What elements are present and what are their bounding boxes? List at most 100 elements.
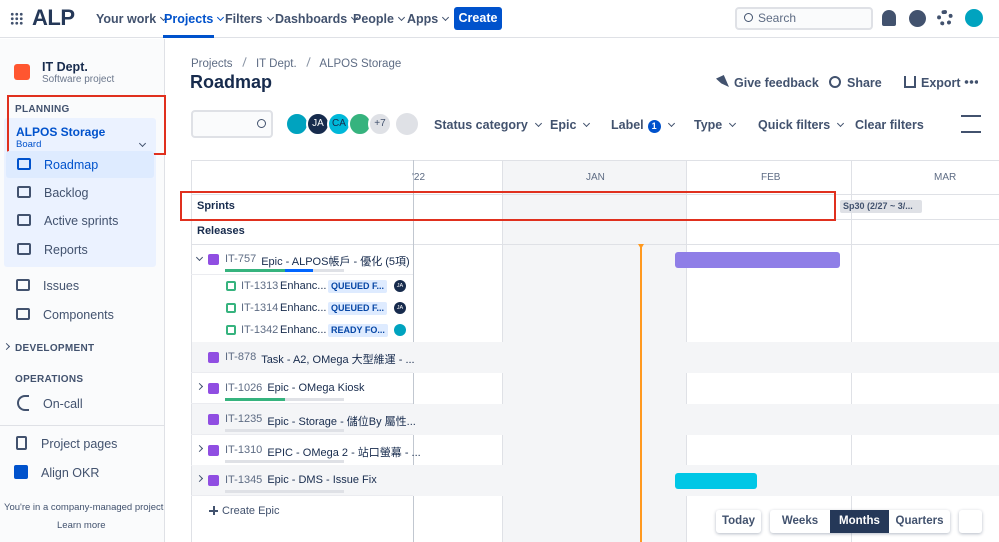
issue-summary[interactable]: Epic - OMega Kiosk <box>267 382 365 394</box>
project-name[interactable]: IT Dept. <box>42 60 88 74</box>
section-heading[interactable]: DEVELOPMENT <box>15 343 95 354</box>
sidebar-item[interactable]: Backlog <box>44 186 89 200</box>
section-heading: OPERATIONS <box>15 374 84 385</box>
clear-filters[interactable]: Clear filters <box>855 118 924 132</box>
sprints-icon <box>17 214 31 226</box>
nav-item[interactable]: Projects <box>164 12 225 26</box>
today-line <box>640 244 642 542</box>
row-divider <box>191 403 413 404</box>
row-chevron[interactable] <box>195 444 204 453</box>
epic-bar[interactable] <box>675 473 757 489</box>
separator <box>242 57 247 67</box>
breadcrumb[interactable]: Projects <box>191 58 233 70</box>
oncall-icon <box>17 395 29 411</box>
issue-key[interactable]: IT-1235 <box>225 413 263 425</box>
project-icon <box>14 64 30 80</box>
issue-key[interactable]: IT-757 <box>225 253 257 265</box>
assignee-avatar[interactable]: JA <box>394 280 406 292</box>
nav-item[interactable]: People <box>353 12 406 26</box>
nav-item[interactable]: Apps <box>407 12 450 26</box>
issue-summary[interactable]: Enhanc... <box>280 302 327 314</box>
grid-border <box>191 160 192 542</box>
logo[interactable]: ALP <box>32 5 75 30</box>
issue-key[interactable]: IT-1314 <box>241 302 279 314</box>
row-chevron[interactable] <box>195 253 204 262</box>
search-box[interactable]: Search <box>735 7 873 30</box>
month-label: MAR <box>934 172 957 183</box>
nav-item[interactable]: Filters <box>225 12 274 26</box>
issue-summary[interactable]: Epic - Storage - 儲位By 屬性... <box>267 416 416 428</box>
issue-key[interactable]: IT-1345 <box>225 474 263 486</box>
view-settings[interactable] <box>961 115 981 133</box>
help[interactable] <box>909 10 926 27</box>
epic-bar[interactable] <box>675 252 840 268</box>
filter-dropdown[interactable]: Quick filters <box>758 118 845 132</box>
filter-dropdown[interactable]: Status category <box>434 118 542 132</box>
sprint-chip[interactable]: Sp30 (2/27 ~ 3/... <box>840 200 922 213</box>
avatar-more[interactable]: +7 <box>368 112 392 136</box>
sidebar-item[interactable]: On-call <box>43 397 83 411</box>
filter-dropdown[interactable]: Type <box>694 118 737 132</box>
issue-summary[interactable]: EPIC - OMega 2 - 站口螢幕 - ... <box>267 447 421 459</box>
breadcrumb[interactable]: IT Dept. <box>255 58 297 70</box>
month-label: JAN <box>586 172 605 183</box>
issue-key[interactable]: IT-878 <box>225 351 257 363</box>
create-epic[interactable]: Create Epic <box>222 505 280 517</box>
issue-summary[interactable]: Epic - ALPOS帳戶 - 優化 (5項) <box>261 256 410 268</box>
avatar[interactable]: JA <box>306 112 330 136</box>
scale-option[interactable]: Weeks <box>781 515 819 527</box>
settings[interactable] <box>937 10 953 26</box>
epic-icon <box>208 475 219 486</box>
breadcrumb[interactable]: ALPOS Storage <box>319 58 402 70</box>
more-actions[interactable] <box>964 80 978 84</box>
status-lozenge: READY FO... <box>328 324 388 337</box>
sidebar-item[interactable]: Active sprints <box>44 214 119 228</box>
scale-option[interactable]: Quarters <box>895 515 944 527</box>
filter-dropdown[interactable]: Label 1 <box>611 118 675 133</box>
sidebar-item[interactable]: Project pages <box>41 437 118 451</box>
scale-option[interactable]: Months <box>830 510 889 533</box>
board-name[interactable]: ALPOS Storage <box>16 125 106 139</box>
issue-summary[interactable]: Enhanc... <box>280 324 327 336</box>
issue-key[interactable]: IT-1313 <box>241 280 279 292</box>
action-button[interactable]: Export <box>921 76 961 90</box>
app-switcher[interactable] <box>10 12 23 25</box>
divider <box>0 425 165 426</box>
filter-dropdown[interactable]: Epic <box>550 118 591 132</box>
notifications[interactable] <box>882 10 896 26</box>
issue-key[interactable]: IT-1342 <box>241 324 279 336</box>
highlight-box <box>180 191 836 221</box>
sidebar-item[interactable]: Components <box>43 308 114 322</box>
issues-icon <box>16 279 30 291</box>
issue-key[interactable]: IT-1026 <box>225 382 263 394</box>
assignee-avatar[interactable]: JA <box>394 302 406 314</box>
sidebar-item[interactable]: Issues <box>43 279 80 293</box>
assignee-avatar[interactable] <box>394 324 406 336</box>
issue-summary[interactable]: Task - A2, OMega 大型維運 - ... <box>261 354 415 366</box>
search-icon <box>744 13 753 22</box>
okr-icon <box>14 465 28 479</box>
issue-summary[interactable]: Enhanc... <box>280 280 327 292</box>
profile[interactable] <box>965 9 983 27</box>
epic-icon <box>208 383 219 394</box>
sidebar-item[interactable]: Roadmap <box>44 158 99 172</box>
story-icon <box>226 281 236 291</box>
create-button[interactable]: Create <box>454 7 502 30</box>
action-button[interactable]: Give feedback <box>734 76 819 90</box>
filter-search[interactable] <box>191 110 273 138</box>
today-button[interactable]: Today <box>716 510 761 533</box>
sidebar-item[interactable]: Reports <box>44 243 88 257</box>
learn-more[interactable]: Learn more <box>57 520 106 531</box>
status-lozenge: QUEUED F... <box>328 302 388 315</box>
row-chevron[interactable] <box>195 382 204 391</box>
story-icon <box>226 303 236 313</box>
nav-item[interactable]: Your work <box>96 12 168 26</box>
nav-item[interactable]: Dashboards <box>275 12 359 26</box>
fullscreen-button[interactable] <box>959 510 982 533</box>
action-button[interactable]: Share <box>847 76 882 90</box>
sidebar-item[interactable]: Align OKR <box>41 466 100 480</box>
add-people[interactable] <box>396 113 418 135</box>
highlight-box <box>7 95 166 155</box>
issue-summary[interactable]: Epic - DMS - Issue Fix <box>267 474 377 486</box>
issue-key[interactable]: IT-1310 <box>225 444 263 456</box>
